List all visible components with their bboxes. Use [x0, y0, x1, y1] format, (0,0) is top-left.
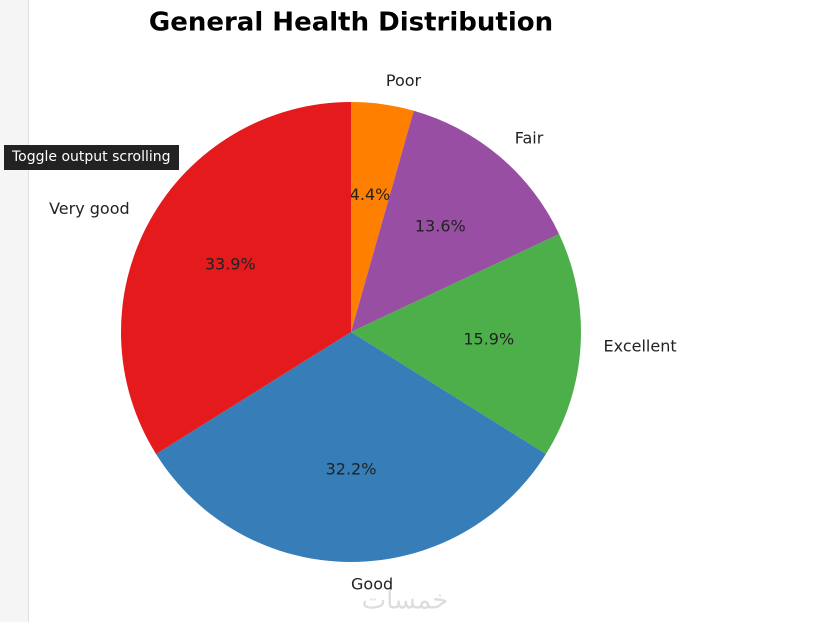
watermark: خمسات	[362, 586, 449, 616]
output-gutter[interactable]	[0, 0, 29, 622]
pie-slice	[351, 102, 414, 332]
slice-percent-label: 13.6%	[415, 216, 466, 235]
slice-category-label: Excellent	[604, 337, 677, 356]
pie-slice	[351, 110, 560, 332]
slice-percent-label: 33.9%	[205, 255, 256, 274]
pie-slice	[351, 234, 581, 455]
slice-percent-label: 4.4%	[350, 185, 391, 204]
slice-category-label: Good	[351, 575, 393, 594]
slice-category-label: Very good	[49, 199, 130, 218]
slice-category-label: Fair	[515, 129, 544, 148]
chart-title: General Health Distribution	[149, 8, 553, 38]
tooltip: Toggle output scrolling	[4, 145, 179, 170]
pie-slice	[121, 102, 351, 455]
slice-percent-label: 32.2%	[326, 460, 377, 479]
slice-category-label: Poor	[386, 71, 422, 90]
pie-slice	[156, 332, 546, 562]
slice-percent-label: 15.9%	[463, 330, 514, 349]
